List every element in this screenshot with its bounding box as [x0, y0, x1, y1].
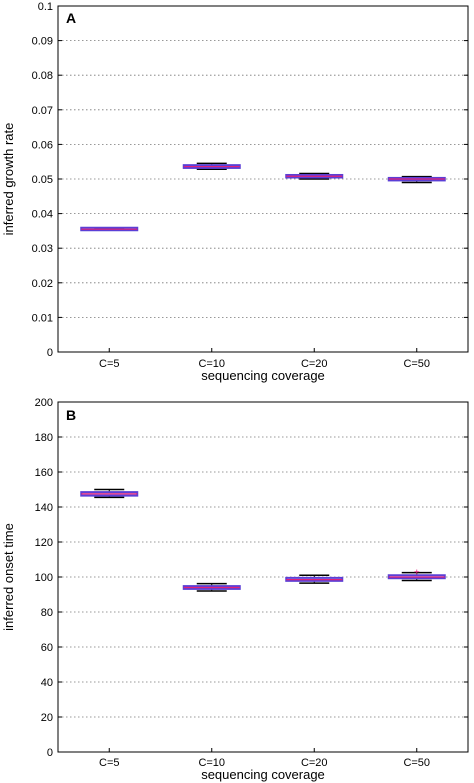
y-tick-label: 0.01 [32, 312, 53, 324]
y-tick-label: 0.02 [32, 278, 53, 290]
x-tick-label: C=10 [198, 757, 225, 769]
y-tick-label: 0.06 [32, 139, 53, 151]
y-tick-label: 140 [35, 502, 53, 514]
panel-a: 0 0.01 0.02 0.03 0.04 0.05 0.06 0.07 0.08 0.09 0.1… [1, 1, 469, 383]
y-tick-label: 100 [35, 572, 53, 584]
y-tick-label: 0.1 [38, 1, 53, 13]
panel-label-a: A [66, 10, 76, 26]
gridlines-a [58, 40, 468, 318]
x-tick-label: C=5 [99, 358, 120, 370]
y-tick-label: 0.03 [32, 243, 53, 255]
x-tick-label: C=50 [403, 757, 430, 769]
y-tick-label: 80 [41, 607, 53, 619]
y-tick-label: 0 [47, 747, 53, 759]
x-axis-label-b: sequencing coverage [201, 767, 325, 782]
y-tick-label: 0.04 [32, 209, 53, 221]
y-ticks-b: 0 20 40 60 80 100 120 140 160 180 200 [35, 397, 468, 759]
boxes-b: + [80, 488, 446, 592]
y-tick-label: 200 [35, 397, 53, 409]
panel-label-b: B [66, 407, 76, 423]
y-ticks-a: 0 0.01 0.02 0.03 0.04 0.05 0.06 0.07 0.08 0.09 0.1 [32, 1, 468, 359]
y-tick-label: 40 [41, 677, 53, 689]
y-tick-label: 0.05 [32, 174, 53, 186]
y-tick-label: 60 [41, 642, 53, 654]
y-tick-label: 0.09 [32, 36, 53, 48]
x-ticks-a: C=5 C=10 C=20 C=50 [99, 348, 430, 370]
x-ticks-b: C=5 C=10 C=20 C=50 [99, 748, 430, 769]
x-tick-label: C=10 [198, 358, 225, 370]
y-tick-label: 160 [35, 467, 53, 479]
y-axis-label-a: inferred growth rate [1, 123, 16, 236]
gridlines-b [58, 436, 468, 718]
y-tick-label: 0.08 [32, 70, 53, 82]
y-axis-label-b: inferred onset time [1, 523, 16, 631]
x-tick-label: C=20 [301, 757, 328, 769]
outlier-point: + [414, 567, 420, 578]
y-tick-label: 120 [35, 537, 53, 549]
y-tick-label: 0.07 [32, 105, 53, 117]
x-tick-label: C=50 [403, 358, 430, 370]
x-tick-label: C=5 [99, 757, 120, 769]
y-tick-label: 0 [47, 347, 53, 359]
x-tick-label: C=20 [301, 358, 328, 370]
boxes-a [80, 162, 446, 232]
x-axis-label-a: sequencing coverage [201, 368, 325, 383]
y-tick-label: 20 [41, 712, 53, 724]
y-tick-label: 180 [35, 432, 53, 444]
